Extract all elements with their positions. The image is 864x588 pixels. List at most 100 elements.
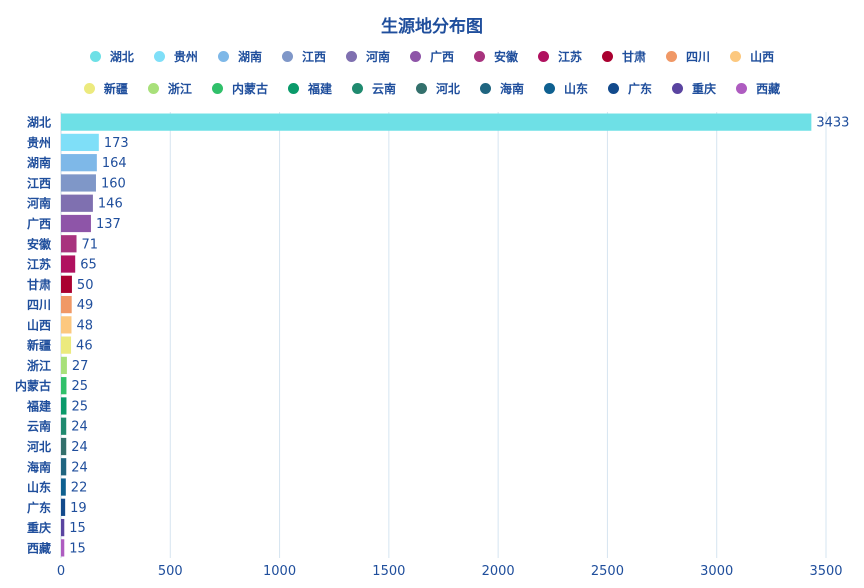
bar[interactable] (61, 377, 67, 395)
legend-label: 广西 (429, 50, 454, 64)
data-label: 48 (76, 318, 93, 333)
bar[interactable] (61, 275, 72, 293)
legend-label: 广东 (628, 82, 653, 96)
bar[interactable] (61, 397, 67, 415)
y-tick-label: 湖南 (27, 155, 51, 170)
legend-label: 甘肃 (622, 50, 647, 64)
legend-item[interactable]: 广西 (409, 48, 454, 65)
legend-item[interactable]: 西藏 (736, 80, 780, 97)
bar[interactable] (61, 336, 72, 354)
x-tick-label: 3000 (700, 564, 733, 579)
bar[interactable] (61, 478, 66, 496)
legend-item[interactable]: 山东 (544, 80, 588, 97)
legend-item[interactable]: 福建 (287, 80, 332, 97)
legend-swatch (147, 83, 159, 94)
bar[interactable] (61, 154, 97, 172)
legend-label: 山西 (750, 50, 775, 64)
y-tick-label: 浙江 (27, 358, 51, 373)
legend-swatch (538, 51, 550, 62)
x-tick-label: 1000 (263, 564, 296, 579)
bar[interactable] (61, 539, 65, 557)
data-label: 25 (71, 379, 88, 394)
bar[interactable] (61, 437, 67, 456)
legend-item[interactable]: 河南 (345, 48, 390, 65)
bar[interactable] (61, 417, 67, 435)
legend-item[interactable]: 贵州 (153, 48, 198, 65)
x-tick-label: 1500 (372, 564, 405, 579)
data-label: 46 (76, 339, 93, 354)
legend-item[interactable]: 四川 (666, 48, 710, 65)
legend-item[interactable]: 广东 (608, 80, 652, 97)
legend-swatch (217, 51, 229, 62)
bar[interactable] (61, 518, 65, 537)
legend-item[interactable]: 海南 (480, 80, 524, 97)
bar[interactable] (61, 133, 99, 152)
legend-label: 江西 (301, 50, 326, 64)
x-tick-label: 500 (158, 564, 183, 579)
bar[interactable] (61, 235, 77, 253)
data-label: 24 (71, 460, 88, 475)
legend-label: 河南 (365, 50, 390, 64)
data-label: 27 (72, 359, 89, 374)
legend-item[interactable]: 湖南 (217, 48, 262, 65)
legend-item[interactable]: 湖北 (89, 48, 134, 65)
legend-swatch (730, 51, 742, 62)
bar[interactable] (61, 295, 72, 314)
legend-label: 海南 (500, 82, 525, 96)
bar[interactable] (61, 498, 66, 516)
legend-label: 贵州 (173, 50, 198, 64)
legend-swatch (602, 51, 614, 62)
legend-item[interactable]: 内蒙古 (211, 80, 268, 97)
legend-row: 湖北 贵州 湖南 江西 河南 广西 安徽 江苏 甘肃 四川 山西 (0, 48, 864, 65)
legend-item[interactable]: 江西 (281, 48, 326, 65)
bar[interactable] (61, 316, 72, 334)
y-tick-label: 广西 (27, 216, 51, 231)
legend-label: 江苏 (558, 50, 583, 64)
x-tick-label: 0 (57, 564, 65, 579)
legend-item[interactable]: 甘肃 (602, 48, 646, 65)
legend-swatch (281, 51, 293, 62)
legend-item[interactable]: 重庆 (672, 80, 716, 97)
bar[interactable] (61, 356, 67, 375)
legend-item[interactable]: 新疆 (83, 80, 128, 97)
x-tick-label: 2500 (591, 564, 624, 579)
y-tick-label: 海南 (27, 459, 51, 474)
y-tick-label: 云南 (27, 419, 51, 434)
legend-label: 云南 (371, 82, 396, 96)
legend-item[interactable]: 浙江 (147, 80, 192, 97)
legend-item[interactable]: 安徽 (474, 48, 518, 65)
legend-swatch (153, 51, 165, 62)
legend-label: 重庆 (692, 82, 717, 96)
legend-item[interactable]: 河北 (415, 80, 460, 97)
bar[interactable] (61, 255, 76, 273)
data-label: 15 (69, 541, 86, 556)
x-tick-label: 3500 (809, 564, 842, 579)
legend-label: 浙江 (167, 82, 192, 96)
bar[interactable] (61, 194, 93, 212)
data-label: 25 (71, 399, 88, 414)
legend-item[interactable]: 云南 (351, 80, 396, 97)
y-tick-label: 甘肃 (27, 277, 51, 292)
data-label: 22 (71, 481, 88, 496)
y-tick-label: 内蒙古 (15, 378, 51, 393)
bar[interactable] (61, 458, 67, 476)
y-tick-label: 安徽 (27, 236, 52, 251)
data-label: 137 (96, 217, 121, 232)
data-label: 65 (80, 258, 97, 273)
legend-swatch (83, 83, 95, 94)
y-tick-label: 西藏 (27, 540, 51, 555)
bar[interactable] (61, 174, 96, 192)
data-label: 164 (102, 156, 127, 171)
bar[interactable] (61, 214, 91, 233)
y-tick-label: 广东 (27, 500, 51, 515)
legend-swatch (608, 83, 620, 94)
legend-swatch (345, 51, 357, 62)
legend-swatch (736, 83, 748, 94)
data-label: 49 (77, 298, 94, 313)
legend-item[interactable]: 山西 (730, 48, 774, 65)
legend-item[interactable]: 江苏 (538, 48, 582, 65)
y-tick-label: 山西 (27, 317, 51, 332)
data-label: 3433 (816, 116, 849, 131)
bar[interactable] (61, 113, 812, 131)
